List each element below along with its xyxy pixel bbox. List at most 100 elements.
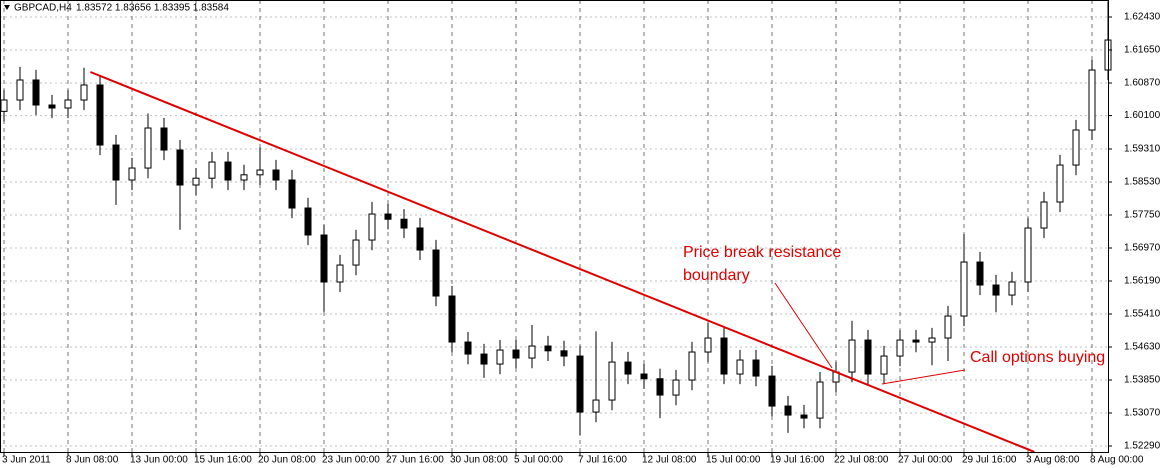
- candle-body: [400, 218, 408, 229]
- candle-body: [448, 295, 456, 343]
- x-tick-label: 12 Jul 08:00: [642, 455, 697, 466]
- candle-body: [656, 378, 664, 396]
- x-tick-label: 20 Jun 08:00: [258, 455, 316, 466]
- x-tick-label: 3 Jun 2011: [2, 455, 51, 466]
- candle-body: [688, 351, 696, 381]
- candle-body: [160, 127, 168, 151]
- x-tick-label: 15 Jul 00:00: [706, 455, 761, 466]
- candle-body: [1008, 281, 1016, 296]
- annotation: Call options buying: [970, 349, 1105, 366]
- x-tick-label: 7 Jul 16:00: [578, 455, 627, 466]
- candle-body: [544, 345, 552, 352]
- candle-body: [272, 169, 280, 181]
- candle-body: [624, 361, 632, 375]
- candle-body: [432, 249, 440, 297]
- x-tick-label: 3 Aug 08:00: [1026, 455, 1080, 466]
- x-tick-label: 30 Jun 08:00: [450, 455, 508, 466]
- candle-body: [1088, 69, 1096, 131]
- candle-body: [464, 341, 472, 355]
- candle-body: [864, 339, 872, 375]
- candle-body: [976, 261, 984, 286]
- y-tick-label: 1.60870: [1124, 78, 1161, 89]
- candle-body: [304, 207, 312, 236]
- y-tick-label: 1.60100: [1124, 110, 1161, 121]
- candle-body: [880, 355, 888, 375]
- annotation-pointer: [774, 282, 833, 369]
- y-tick-label: 1.57750: [1124, 210, 1161, 221]
- quote: 1.83572 1.83656 1.83395 1.83584: [76, 3, 229, 14]
- x-tick-label: 22 Jul 08:00: [834, 455, 889, 466]
- candle-body: [944, 315, 952, 339]
- candle-body: [704, 337, 712, 353]
- candle-body: [224, 161, 232, 181]
- candle-body: [560, 350, 568, 357]
- candle-body: [32, 79, 40, 106]
- y-tick-label: 1.56970: [1124, 243, 1161, 254]
- trendline: [90, 71, 1035, 453]
- candle-body: [1056, 164, 1064, 203]
- x-tick-label: 27 Jun 16:00: [386, 455, 444, 466]
- candle-body: [80, 84, 88, 101]
- candle-body: [608, 361, 616, 401]
- plot-border: [0, 0, 1109, 453]
- y-tick-label: 1.52290: [1124, 441, 1161, 452]
- x-tick-label: 19 Jul 16:00: [770, 455, 825, 466]
- candle-body: [176, 149, 184, 186]
- y-tick-label: 1.61650: [1124, 45, 1161, 56]
- annotation-pointer: [881, 369, 966, 385]
- candle-body: [416, 227, 424, 251]
- candle-body: [256, 169, 264, 176]
- candle-body: [288, 179, 296, 209]
- x-tick-label: 13 Jun 00:00: [130, 455, 188, 466]
- x-tick-label: 5 Jul 00:00: [514, 455, 563, 466]
- candle-body: [368, 213, 376, 241]
- candle-body: [928, 337, 936, 343]
- y-tick-label: 1.62430: [1124, 12, 1161, 23]
- candle-body: [208, 161, 216, 179]
- candle-body: [736, 359, 744, 375]
- candle-body: [96, 84, 104, 146]
- symbol: GBPCAD,H4: [14, 3, 72, 14]
- y-tick-label: 1.58530: [1124, 177, 1161, 188]
- candle-body: [672, 379, 680, 396]
- x-tick-label: 23 Jun 00:00: [322, 455, 380, 466]
- candle-body: [1024, 227, 1032, 283]
- y-tick-label: 1.54630: [1124, 342, 1161, 353]
- x-tick-label: 29 Jul 16:00: [962, 455, 1017, 466]
- annotation: boundary: [683, 267, 750, 284]
- x-tick-label: 27 Jul 00:00: [898, 455, 953, 466]
- candle-body: [848, 339, 856, 373]
- candle-body: [912, 339, 920, 343]
- candle-body: [816, 381, 824, 419]
- candle-body: [1072, 129, 1080, 166]
- candle-body: [496, 349, 504, 365]
- y-tick-label: 1.55410: [1124, 309, 1161, 320]
- candle-body: [128, 167, 136, 181]
- candle-body: [320, 234, 328, 283]
- y-tick-label: 1.53850: [1124, 375, 1161, 386]
- symbol-menu-icon: [4, 5, 10, 10]
- candle-body: [0, 99, 8, 112]
- candle-body: [112, 144, 120, 181]
- x-tick-label: 8 Jun 08:00: [66, 455, 119, 466]
- candle-body: [144, 127, 152, 169]
- candle-body: [592, 399, 600, 413]
- candle-body: [352, 239, 360, 266]
- candle-body: [800, 414, 808, 419]
- candle-body: [192, 177, 200, 186]
- candle-body: [480, 353, 488, 365]
- candle-body: [576, 355, 584, 413]
- candle-body: [336, 264, 344, 283]
- candle-body: [240, 174, 248, 181]
- candle-body: [528, 345, 536, 359]
- candle-body: [512, 349, 520, 359]
- annotation: Price break resistance: [683, 244, 841, 261]
- candle-body: [1040, 201, 1048, 229]
- candle-body: [752, 359, 760, 377]
- candle-body: [16, 79, 24, 101]
- y-tick-label: 1.53070: [1124, 408, 1161, 419]
- candle-body: [640, 373, 648, 380]
- candle-body: [992, 284, 1000, 296]
- candle-body: [720, 337, 728, 375]
